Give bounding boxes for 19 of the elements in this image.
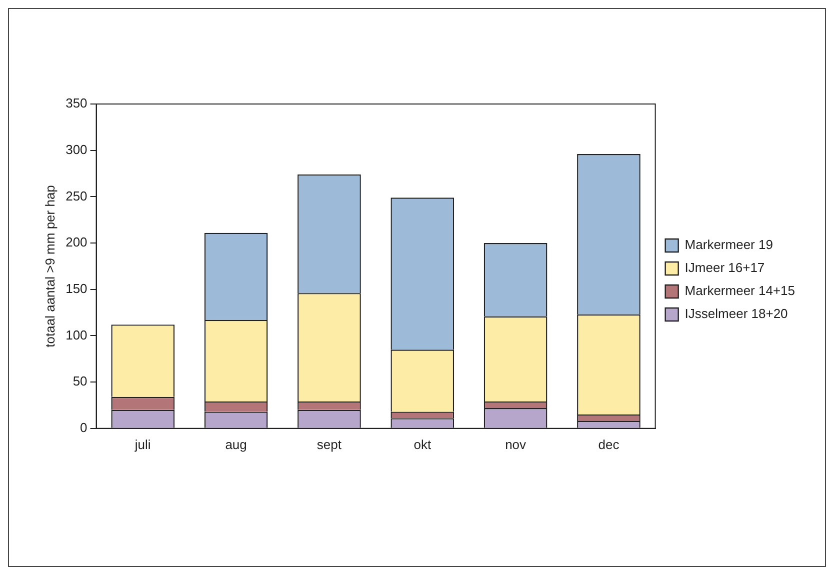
legend-label: Markermeer 14+15 [684, 283, 796, 298]
x-tick-label: okt [414, 436, 432, 452]
y-tick-label: 0 [80, 420, 88, 435]
y-tick-label: 150 [66, 280, 88, 296]
y-axis-title: totaal aantal >9 mm per hap [42, 185, 58, 348]
y-tick-label: 300 [66, 142, 88, 157]
legend-label: IJmeer 16+17 [684, 260, 765, 276]
y-tick-label: 350 [66, 96, 88, 111]
x-tick-label: sept [316, 436, 342, 452]
y-tick-label: 250 [66, 188, 88, 204]
x-tick-label: juli [134, 436, 151, 452]
x-tick-label: dec [598, 436, 620, 452]
x-tick-label: nov [505, 436, 527, 452]
y-tick-label: 100 [66, 327, 88, 342]
legend-label: Markermeer 19 [684, 237, 773, 252]
x-tick-label: aug [225, 436, 247, 452]
legend-label: IJsselmeer 18+20 [684, 306, 788, 322]
y-tick-label: 50 [72, 374, 88, 389]
y-tick-label: 200 [66, 234, 88, 250]
